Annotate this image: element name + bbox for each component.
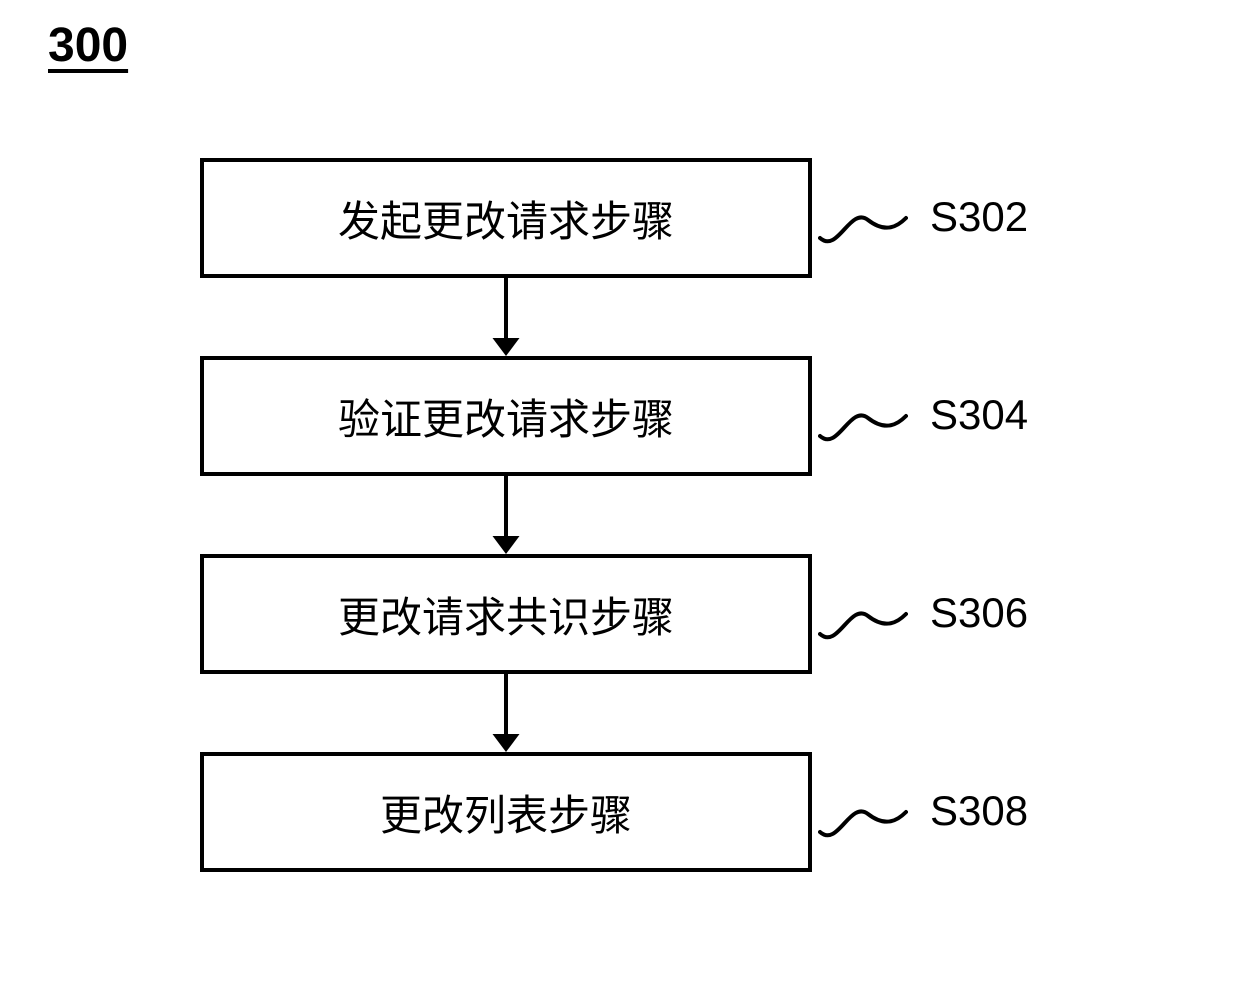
flowchart-step-label: S302 xyxy=(930,193,1028,241)
arrow-icon xyxy=(486,476,526,554)
flowchart-step-box: 更改列表步骤 xyxy=(200,752,812,872)
connector-curve xyxy=(818,402,908,450)
flowchart-step-text: 更改列表步骤 xyxy=(380,782,632,843)
flowchart-step-row: 更改列表步骤S308 xyxy=(200,752,812,872)
flowchart-step-box: 更改请求共识步骤 xyxy=(200,554,812,674)
flowchart-step-row: 验证更改请求步骤S304 xyxy=(200,356,812,476)
flowchart-step-label: S308 xyxy=(930,787,1028,835)
flowchart-step-box: 发起更改请求步骤 xyxy=(200,158,812,278)
connector-curve xyxy=(818,798,908,846)
flowchart-step-row: 更改请求共识步骤S306 xyxy=(200,554,812,674)
flowchart-step-text: 更改请求共识步骤 xyxy=(338,584,674,645)
arrow-icon xyxy=(486,278,526,356)
flowchart-step-text: 验证更改请求步骤 xyxy=(338,386,674,447)
flowchart-step-text: 发起更改请求步骤 xyxy=(338,188,674,249)
flowchart-arrow xyxy=(200,476,812,554)
connector-curve xyxy=(818,204,908,252)
flowchart-arrow xyxy=(200,278,812,356)
figure-number: 300 xyxy=(48,18,128,73)
flowchart-step-box: 验证更改请求步骤 xyxy=(200,356,812,476)
flowchart-step-row: 发起更改请求步骤S302 xyxy=(200,158,812,278)
flowchart-arrow xyxy=(200,674,812,752)
arrow-icon xyxy=(486,674,526,752)
flowchart-step-label: S306 xyxy=(930,589,1028,637)
connector-curve xyxy=(818,600,908,648)
flowchart-container: 发起更改请求步骤S302 验证更改请求步骤S304 更改请求共识步骤S306 更改列表… xyxy=(200,158,812,872)
flowchart-step-label: S304 xyxy=(930,391,1028,439)
